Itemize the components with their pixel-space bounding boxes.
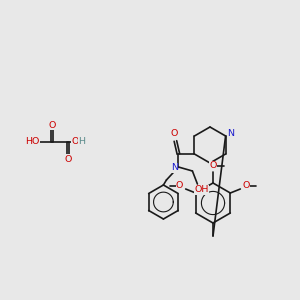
Text: HO: HO xyxy=(25,137,39,146)
Text: O: O xyxy=(171,130,178,139)
Text: OH: OH xyxy=(194,185,208,194)
Text: O: O xyxy=(48,121,56,130)
Text: H: H xyxy=(79,136,86,146)
Text: O: O xyxy=(243,182,250,190)
Text: O: O xyxy=(209,161,217,170)
Text: N: N xyxy=(227,130,234,139)
Text: O: O xyxy=(71,137,79,146)
Text: O: O xyxy=(176,182,183,190)
Text: N: N xyxy=(171,164,178,172)
Text: O: O xyxy=(64,154,72,164)
Text: H: H xyxy=(79,137,86,146)
